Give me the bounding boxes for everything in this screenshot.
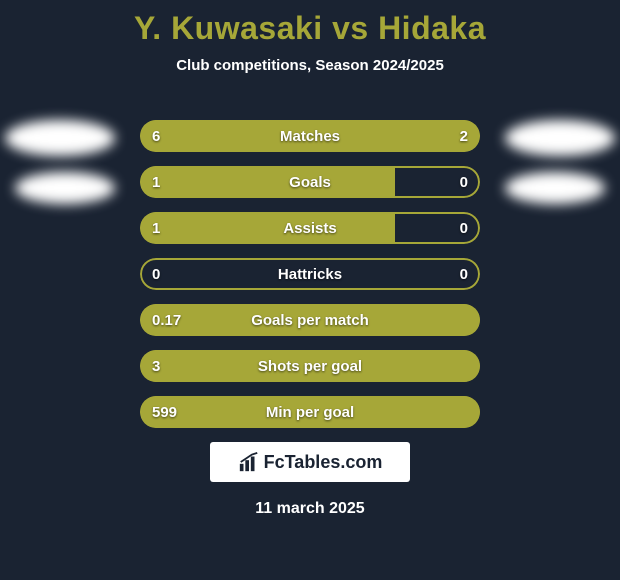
stat-right-value: 2 bbox=[460, 120, 468, 152]
stat-row: 1Goals0 bbox=[140, 166, 480, 198]
stat-right-value: 0 bbox=[460, 258, 468, 290]
stat-row: 599Min per goal bbox=[140, 396, 480, 428]
stat-label: Goals per match bbox=[140, 304, 480, 336]
stat-row: 3Shots per goal bbox=[140, 350, 480, 382]
stat-label: Shots per goal bbox=[140, 350, 480, 382]
player-right-avatar-top bbox=[505, 120, 615, 156]
stat-label: Hattricks bbox=[140, 258, 480, 290]
chart-icon bbox=[238, 451, 260, 473]
stat-row: 0Hattricks0 bbox=[140, 258, 480, 290]
player-left-avatar-top bbox=[5, 120, 115, 156]
stat-label: Assists bbox=[140, 212, 480, 244]
stat-label: Goals bbox=[140, 166, 480, 198]
stat-label: Min per goal bbox=[140, 396, 480, 428]
stat-right-value: 0 bbox=[460, 212, 468, 244]
logo-box: FcTables.com bbox=[210, 442, 410, 482]
stat-right-value: 0 bbox=[460, 166, 468, 198]
stat-label: Matches bbox=[140, 120, 480, 152]
page-title: Y. Kuwasaki vs Hidaka bbox=[0, 0, 620, 47]
subtitle: Club competitions, Season 2024/2025 bbox=[0, 57, 620, 74]
comparison-bars: 6Matches21Goals01Assists00Hattricks00.17… bbox=[140, 120, 480, 442]
logo-text: FcTables.com bbox=[264, 452, 383, 473]
stat-row: 6Matches2 bbox=[140, 120, 480, 152]
stat-row: 1Assists0 bbox=[140, 212, 480, 244]
stat-row: 0.17Goals per match bbox=[140, 304, 480, 336]
player-right-avatar-bottom bbox=[505, 172, 605, 204]
player-left-avatar-bottom bbox=[15, 172, 115, 204]
footer-date: 11 march 2025 bbox=[0, 500, 620, 518]
